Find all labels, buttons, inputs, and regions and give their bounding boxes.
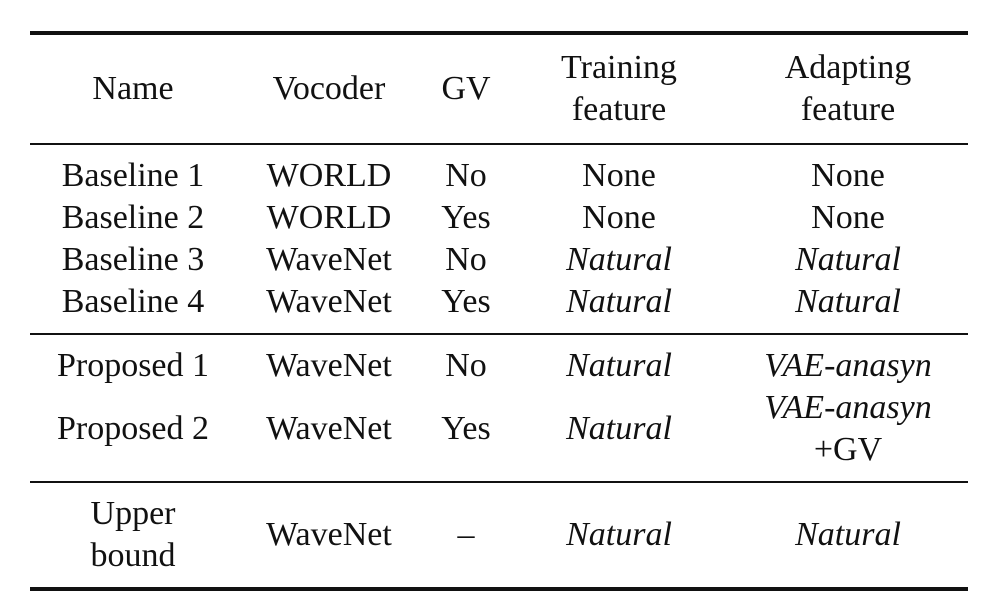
cell-vocoder: WaveNet xyxy=(266,516,392,553)
table-header: Name Vocoder GV Training feature Adapting… xyxy=(30,33,968,144)
cell-gv: Yes xyxy=(441,410,491,447)
cell-vocoder: WORLD xyxy=(266,199,392,236)
results-table-container: Name Vocoder GV Training feature Adapting… xyxy=(30,31,968,591)
cell-training: Natural xyxy=(566,283,672,320)
cell-name: Baseline 1 xyxy=(61,157,205,194)
cell-adapting: Natural xyxy=(795,241,901,278)
cell-adapting: Natural xyxy=(795,516,901,553)
cell-name-line2: bound xyxy=(90,537,176,574)
header-name: Name xyxy=(92,70,174,107)
cell-adapting: VAE-anasyn +GV xyxy=(728,387,968,482)
cell-training: None xyxy=(582,157,656,194)
table-row: Baseline 1 WORLD No None None xyxy=(30,144,968,197)
header-adapting-line2: feature xyxy=(800,91,896,128)
cell-training: None xyxy=(582,199,656,236)
cell-name: Baseline 3 xyxy=(61,241,205,278)
table-row: Upper bound WaveNet – Natural Natural xyxy=(30,482,968,589)
table-row: Baseline 3 WaveNet No Natural Natural xyxy=(30,239,968,281)
cell-gv: No xyxy=(445,347,487,384)
cell-name: Proposed 1 xyxy=(56,347,210,384)
cell-vocoder: WaveNet xyxy=(266,283,392,320)
table-row: Proposed 2 WaveNet Yes Natural VAE-anasy… xyxy=(30,387,968,482)
upper-bound-group: Upper bound WaveNet – Natural Natural xyxy=(30,482,968,589)
cell-vocoder: WaveNet xyxy=(266,241,392,278)
cell-training: Natural xyxy=(566,516,672,553)
cell-training: Natural xyxy=(566,347,672,384)
cell-adapting-line2: +GV xyxy=(813,431,883,468)
cell-adapting-line1: VAE-anasyn xyxy=(764,389,932,426)
header-row: Name Vocoder GV Training feature Adapting… xyxy=(30,33,968,144)
header-adapting-line1: Adapting xyxy=(784,49,912,86)
cell-gv: Yes xyxy=(441,199,491,236)
header-adapting-feature: Adapting feature xyxy=(728,33,968,144)
header-training-line1: Training xyxy=(561,49,677,86)
cell-adapting: None xyxy=(811,199,885,236)
header-vocoder: Vocoder xyxy=(272,70,386,107)
proposed-group: Proposed 1 WaveNet No Natural VAE-anasyn… xyxy=(30,334,968,482)
baseline-group: Baseline 1 WORLD No None None Baseline 2… xyxy=(30,144,968,334)
cell-vocoder: WaveNet xyxy=(266,410,392,447)
cell-name: Baseline 4 xyxy=(61,283,205,320)
cell-gv: – xyxy=(457,516,475,553)
cell-adapting: None xyxy=(811,157,885,194)
cell-training: Natural xyxy=(566,410,672,447)
table-row: Proposed 1 WaveNet No Natural VAE-anasyn xyxy=(30,334,968,387)
configuration-table: Name Vocoder GV Training feature Adapting… xyxy=(30,31,968,591)
cell-adapting: VAE-anasyn xyxy=(764,347,932,384)
cell-name-line1: Upper xyxy=(90,495,176,532)
cell-gv: No xyxy=(445,241,487,278)
header-training-feature: Training feature xyxy=(510,33,728,144)
cell-vocoder: WaveNet xyxy=(266,347,392,384)
header-training-line2: feature xyxy=(571,91,667,128)
cell-training: Natural xyxy=(566,241,672,278)
cell-gv: No xyxy=(445,157,487,194)
cell-adapting: Natural xyxy=(795,283,901,320)
cell-vocoder: WORLD xyxy=(266,157,392,194)
cell-name: Proposed 2 xyxy=(56,410,210,447)
table-row: Baseline 4 WaveNet Yes Natural Natural xyxy=(30,281,968,334)
table-row: Baseline 2 WORLD Yes None None xyxy=(30,197,968,239)
cell-gv: Yes xyxy=(441,283,491,320)
cell-name: Baseline 2 xyxy=(61,199,205,236)
header-gv: GV xyxy=(441,70,491,107)
cell-name: Upper bound xyxy=(30,482,236,589)
